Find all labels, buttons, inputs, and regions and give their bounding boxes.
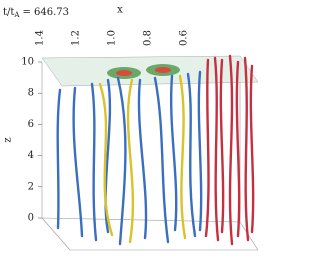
z-axis-label: z xyxy=(3,137,14,142)
time-label: t/tA = 646.73 xyxy=(3,7,69,20)
z-tick-label: 2 xyxy=(28,181,34,192)
current-core xyxy=(155,67,171,73)
field-lines xyxy=(56,54,255,246)
z-tick-label: 0 xyxy=(28,213,34,224)
x-axis-label: x xyxy=(117,5,123,16)
x-tick-label: 1.0 xyxy=(107,30,118,46)
current-core xyxy=(116,70,132,76)
z-tick-label: 4 xyxy=(28,150,34,161)
x-tick-label: 0.8 xyxy=(143,30,154,46)
x-tick-label: 1.2 xyxy=(71,30,82,46)
x-tick-label: 0.6 xyxy=(179,30,190,46)
z-tick-label: 8 xyxy=(28,88,34,99)
figure: t/tA = 646.73 x z 0 2 4 6 8 101.4 1.2 1.0 0.8 0.6 xyxy=(3,5,259,251)
x-tick-label: 1.4 xyxy=(35,30,46,46)
z-tick-label: 6 xyxy=(28,119,34,130)
z-tick-label: 10 xyxy=(21,57,34,68)
